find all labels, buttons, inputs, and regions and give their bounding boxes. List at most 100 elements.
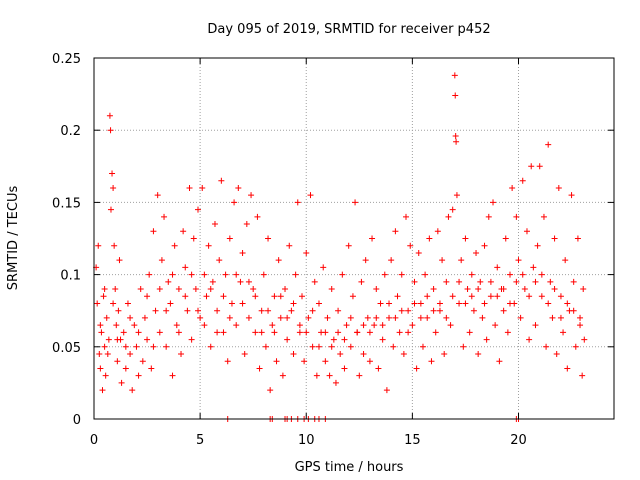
data-point (540, 213, 547, 220)
data-point (545, 141, 552, 148)
data-point (570, 278, 577, 285)
data-point (96, 351, 103, 358)
data-point (419, 343, 426, 350)
data-point (127, 351, 134, 358)
data-point (120, 329, 127, 336)
data-point (216, 257, 223, 264)
data-point (197, 314, 204, 321)
data-point (335, 329, 342, 336)
data-point (239, 300, 246, 307)
data-point (241, 351, 248, 358)
data-point (577, 322, 584, 329)
y-tick-label: 0.2 (60, 124, 81, 139)
data-point (345, 242, 352, 249)
data-point (182, 264, 189, 271)
data-point (133, 343, 140, 350)
y-tick-label: 0 (73, 413, 81, 428)
data-point (265, 235, 272, 242)
data-point (428, 358, 435, 365)
data-point (519, 271, 526, 278)
data-point (156, 329, 163, 336)
data-point (430, 307, 437, 314)
data-point (131, 322, 138, 329)
data-point (107, 127, 114, 134)
data-point (309, 343, 316, 350)
data-point (110, 300, 117, 307)
data-point (239, 249, 246, 256)
data-point (494, 264, 501, 271)
data-point (299, 293, 305, 300)
chart-title: Day 095 of 2019, SRMTID for receiver p45… (207, 22, 490, 37)
data-point (477, 278, 484, 285)
data-point (195, 307, 201, 314)
data-point (235, 184, 242, 191)
data-point (360, 322, 367, 329)
data-point (398, 307, 405, 314)
data-point (411, 300, 418, 307)
data-point (248, 192, 255, 199)
data-point (326, 372, 333, 379)
data-point (494, 293, 501, 300)
data-point (105, 336, 112, 343)
data-point (220, 293, 227, 300)
data-point (526, 336, 533, 343)
data-point (107, 206, 114, 213)
data-point (104, 351, 111, 358)
data-point (109, 170, 116, 177)
x-tick-label: 5 (196, 433, 204, 448)
data-point (360, 351, 367, 358)
data-point (184, 307, 191, 314)
data-point (504, 329, 511, 336)
data-point (118, 379, 125, 386)
data-point (192, 286, 199, 293)
data-point (577, 314, 584, 321)
data-point (479, 314, 486, 321)
data-point (324, 314, 331, 321)
plot-frame (93, 57, 615, 420)
data-point (364, 314, 371, 321)
data-point (313, 372, 320, 379)
data-point (271, 293, 278, 300)
data-point (148, 365, 155, 372)
data-point (441, 351, 448, 358)
data-point (405, 307, 412, 314)
data-point (396, 329, 403, 336)
data-point (101, 286, 108, 293)
data-point (99, 387, 106, 394)
data-point (207, 343, 214, 350)
data-point (233, 271, 240, 278)
data-point (207, 286, 214, 293)
data-point (214, 307, 221, 314)
data-point (103, 314, 110, 321)
data-point (175, 286, 182, 293)
data-point (275, 257, 282, 264)
data-point (218, 177, 225, 184)
axis-ticks: 0 5 10 15 20 0 0.05 0.1 0.15 0.2 0.25 (52, 52, 614, 448)
data-point (152, 307, 159, 314)
data-point (417, 314, 424, 321)
data-point (564, 365, 571, 372)
data-point (354, 329, 361, 336)
data-point (222, 271, 229, 278)
data-point (568, 192, 575, 199)
data-point (394, 293, 401, 300)
data-point (528, 163, 535, 170)
data-point (315, 300, 322, 307)
data-point (570, 307, 577, 314)
y-tick-label: 0.25 (52, 52, 81, 67)
data-point (163, 307, 170, 314)
data-point (267, 387, 274, 394)
data-point (97, 365, 104, 372)
data-point (445, 213, 452, 220)
data-point (475, 351, 482, 358)
data-point (466, 329, 473, 336)
data-point (254, 213, 261, 220)
data-point (545, 300, 552, 307)
data-point (415, 249, 422, 256)
data-point (320, 264, 327, 271)
data-point (294, 199, 301, 206)
data-point (432, 329, 439, 336)
data-point (243, 221, 250, 228)
data-point (373, 286, 380, 293)
